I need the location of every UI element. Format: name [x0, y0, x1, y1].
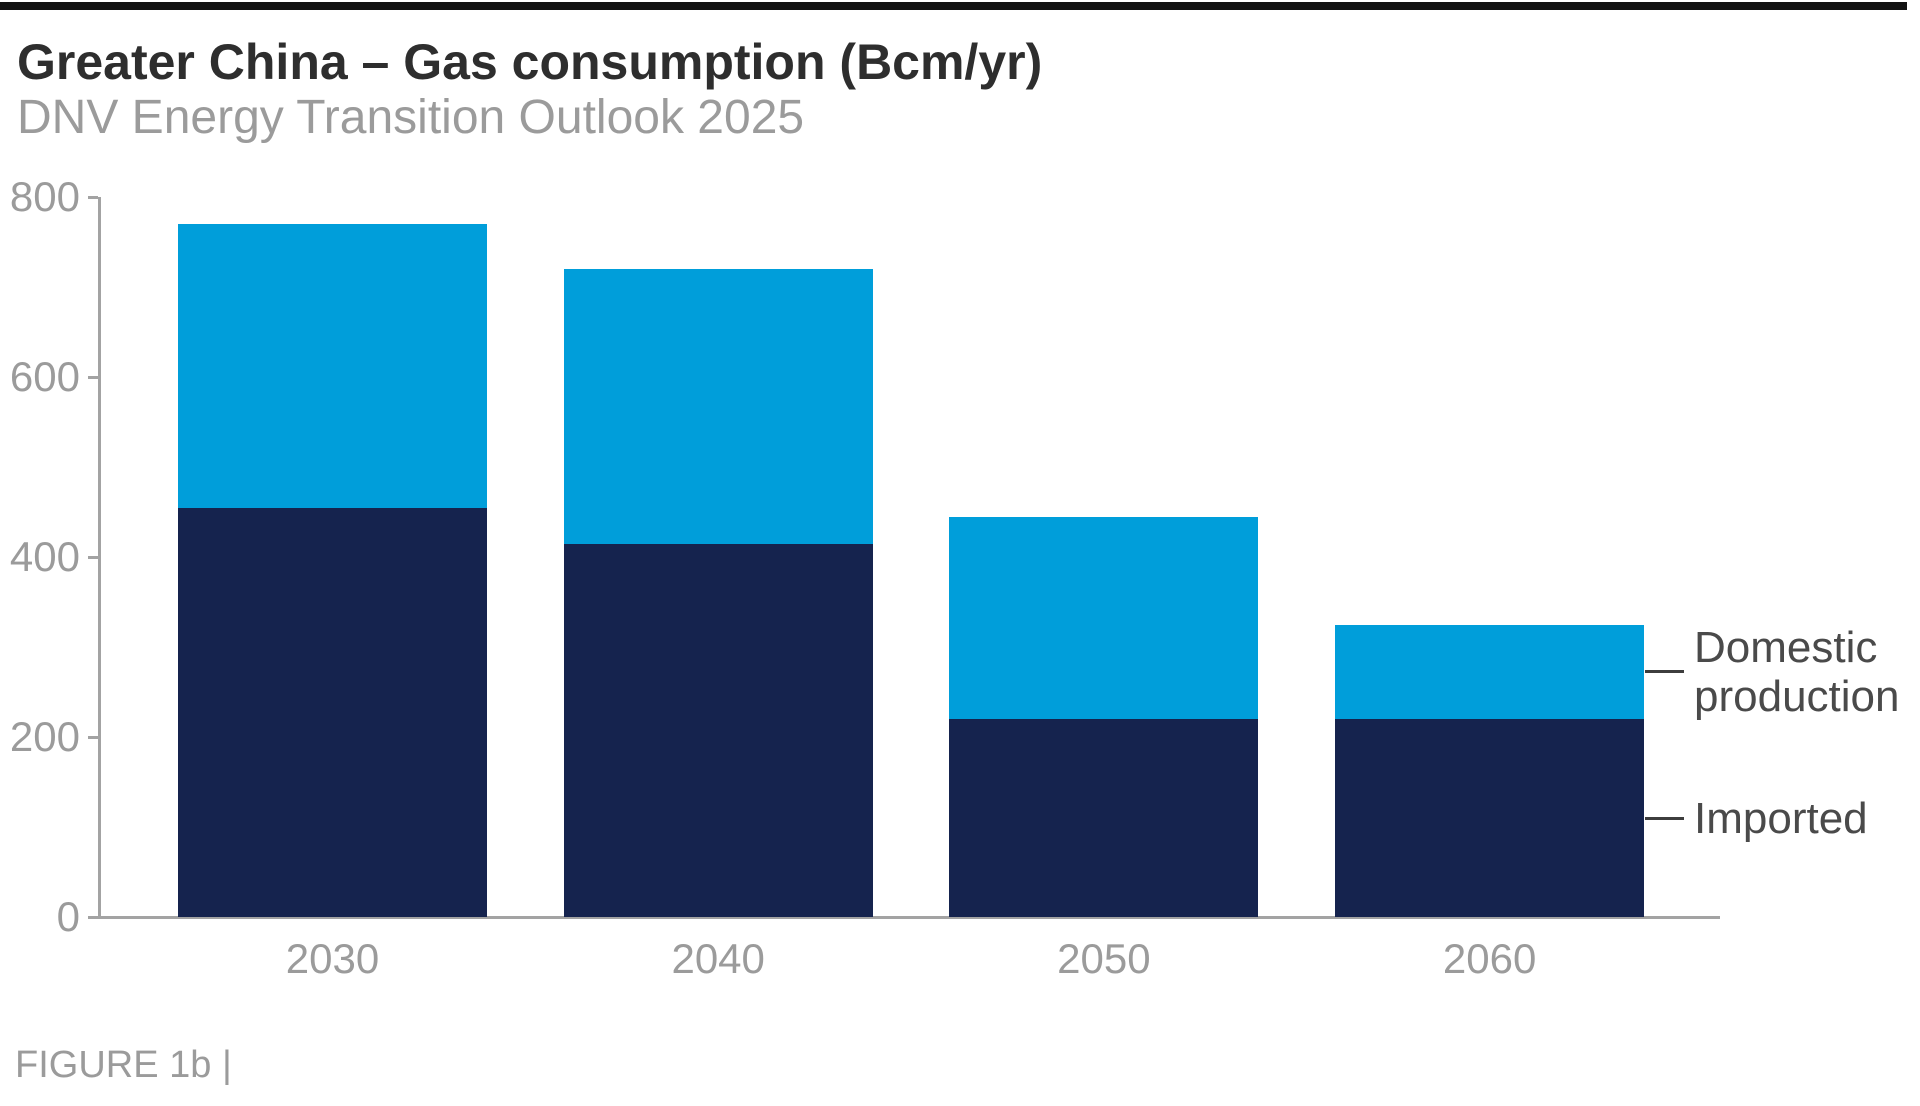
legend-label-imported: Imported	[1694, 794, 1868, 843]
y-axis-tick	[88, 196, 98, 199]
chart-title: Greater China – Gas consumption (Bcm/yr)	[17, 34, 1043, 90]
y-axis-tick	[88, 736, 98, 739]
figure-caption: FIGURE 1b |	[15, 1044, 232, 1086]
y-axis-line	[98, 197, 101, 919]
chart-subtitle: DNV Energy Transition Outlook 2025	[17, 91, 805, 144]
bar-segment-2050-domestic-production	[949, 516, 1259, 719]
y-axis-tick-label: 800	[9, 173, 80, 220]
bar-segment-2050-imported	[949, 719, 1259, 917]
y-axis-tick-label: 400	[9, 533, 80, 580]
bar-segment-2030-imported	[178, 507, 487, 917]
x-axis-label-2030: 2030	[285, 935, 380, 982]
x-axis-label-2050: 2050	[1057, 935, 1151, 982]
bar-segment-2060-domestic-production	[1335, 624, 1645, 719]
bar-segment-2060-imported	[1335, 719, 1645, 917]
y-axis-tick-label: 600	[9, 353, 80, 400]
bar-segment-2040-domestic-production	[563, 269, 873, 544]
y-axis-tick	[88, 376, 98, 379]
y-axis-tick-label: 200	[9, 713, 80, 760]
y-axis-tick-label: 0	[56, 893, 80, 940]
x-axis-label-2040: 2040	[671, 935, 765, 982]
y-axis-tick	[88, 916, 98, 919]
top-accent-bar	[0, 2, 1907, 10]
x-axis-label-2060: 2060	[1442, 935, 1537, 982]
y-axis-tick	[88, 556, 98, 559]
x-axis-line	[98, 916, 1720, 919]
legend-connector-imported	[1645, 817, 1684, 820]
bar-segment-2030-domestic-production	[178, 224, 487, 508]
bar-segment-2040-imported	[563, 543, 873, 917]
legend-connector-domestic	[1645, 670, 1684, 673]
legend-label-domestic-production: Domestic production	[1694, 623, 1900, 721]
